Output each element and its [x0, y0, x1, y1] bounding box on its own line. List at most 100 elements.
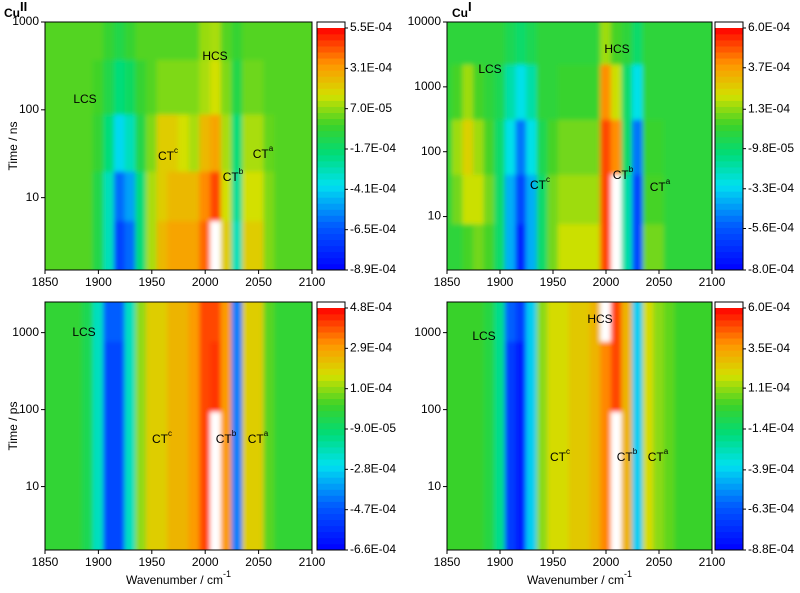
heat-cell: [199, 58, 212, 115]
heat-cell: [504, 487, 517, 550]
colorbar-step: [715, 203, 743, 210]
colorbar-step: [715, 112, 743, 120]
heat-cell: [483, 410, 496, 489]
heat-cell: [632, 410, 644, 489]
heat-cell: [252, 220, 265, 270]
heat-cell: [663, 173, 676, 225]
colorbar-step: [715, 337, 743, 345]
heat-cell: [220, 58, 233, 115]
heat-cell: [663, 63, 676, 120]
colorbar-step: [317, 27, 345, 35]
x-tick-label: 2100: [299, 555, 326, 569]
heat-cell: [178, 22, 190, 60]
annotation: CTa: [253, 144, 274, 161]
heatmap: [45, 22, 312, 270]
heat-cell: [462, 63, 474, 120]
heat-cell: [547, 340, 559, 412]
heat-cell: [252, 410, 265, 489]
heat-cell: [579, 173, 591, 225]
heat-cell: [600, 118, 612, 175]
heat-cell: [71, 58, 83, 115]
colorbar-step: [715, 392, 743, 400]
colorbar-tick-label: -4.7E-04: [350, 502, 396, 516]
heatmap: [447, 302, 712, 550]
heat-cell: [483, 223, 496, 270]
heat-cell: [178, 113, 190, 172]
colorbar-step: [317, 452, 345, 460]
heat-cell: [663, 22, 676, 65]
heat-cell: [547, 118, 559, 175]
x-tick-label: 1900: [487, 555, 514, 569]
heat-cell: [621, 118, 633, 175]
heat-cell: [103, 487, 115, 550]
annotation: CTb: [223, 167, 244, 184]
colorbar-step: [317, 88, 345, 95]
x-tick-label: 1850: [434, 275, 461, 289]
colorbar-step: [317, 233, 345, 241]
panel: 1850 1900 1950 2000 2050 2100 10 100 1000 4.8E-04…: [6, 300, 396, 587]
heat-cell: [124, 340, 137, 412]
colorbar-cap: [715, 302, 743, 308]
colorbar-step: [317, 440, 345, 448]
heat-cell: [536, 22, 549, 65]
heat-cell: [685, 22, 697, 65]
colorbar-step: [715, 178, 743, 186]
heat-cell: [156, 487, 169, 550]
heat-cell: [284, 340, 297, 412]
heat-cell: [103, 22, 115, 60]
heat-cell: [695, 487, 708, 550]
heat-cell: [610, 223, 623, 270]
heat-cell: [526, 118, 538, 175]
colorbar-step: [317, 344, 345, 351]
heat-cell: [610, 22, 623, 65]
heat-cell: [451, 302, 464, 342]
colorbar-step: [715, 483, 743, 490]
x-tick-label: 2000: [192, 275, 219, 289]
heat-cell: [284, 410, 297, 489]
colorbar-step: [317, 57, 345, 65]
colorbar-step: [317, 398, 345, 406]
heat-cell: [71, 22, 83, 60]
heat-cell: [306, 113, 312, 172]
annotation-base: HCS: [604, 42, 629, 56]
heatmap: [447, 22, 712, 270]
heat-cell: [547, 173, 559, 225]
colorbar-frame: [714, 301, 744, 551]
x-axis-label-sup: -1: [624, 569, 632, 579]
heat-cell: [610, 63, 623, 120]
heat-cell: [210, 410, 222, 489]
colorbar-step: [715, 106, 743, 113]
heat-cell: [274, 113, 286, 172]
x-tick-label: 1850: [32, 275, 59, 289]
colorbar-step: [715, 130, 743, 138]
colorbar-step: [317, 380, 345, 387]
heat-cell: [557, 22, 570, 65]
colorbar-step: [715, 313, 743, 321]
heat-cell: [653, 22, 665, 65]
colorbar-step: [317, 209, 345, 216]
heat-cell: [695, 173, 708, 225]
heat-cell: [220, 170, 233, 222]
heat-cell: [231, 302, 244, 342]
heat-cell: [526, 340, 538, 412]
colorbar-tick-label: -6.3E-04: [748, 501, 794, 515]
colorbar-step: [317, 434, 345, 442]
heat-cell: [92, 487, 105, 550]
colorbar-step: [317, 307, 345, 315]
heat-cell: [526, 223, 538, 270]
heat-cell: [274, 220, 286, 270]
heat-cell: [242, 58, 254, 115]
annotation-base: LCS: [478, 62, 501, 76]
heat-cell: [663, 223, 676, 270]
annotation-sup: c: [174, 146, 178, 155]
heat-cell: [45, 340, 51, 412]
heat-cell: [188, 113, 201, 172]
heat-cell: [199, 220, 212, 270]
colorbar-step: [317, 106, 345, 113]
heat-cell: [135, 170, 147, 222]
colorbar-step: [317, 331, 345, 339]
heat-cell: [473, 118, 485, 175]
heat-cell: [295, 487, 308, 550]
heat-cell: [135, 302, 147, 342]
heat-cell: [451, 22, 464, 65]
